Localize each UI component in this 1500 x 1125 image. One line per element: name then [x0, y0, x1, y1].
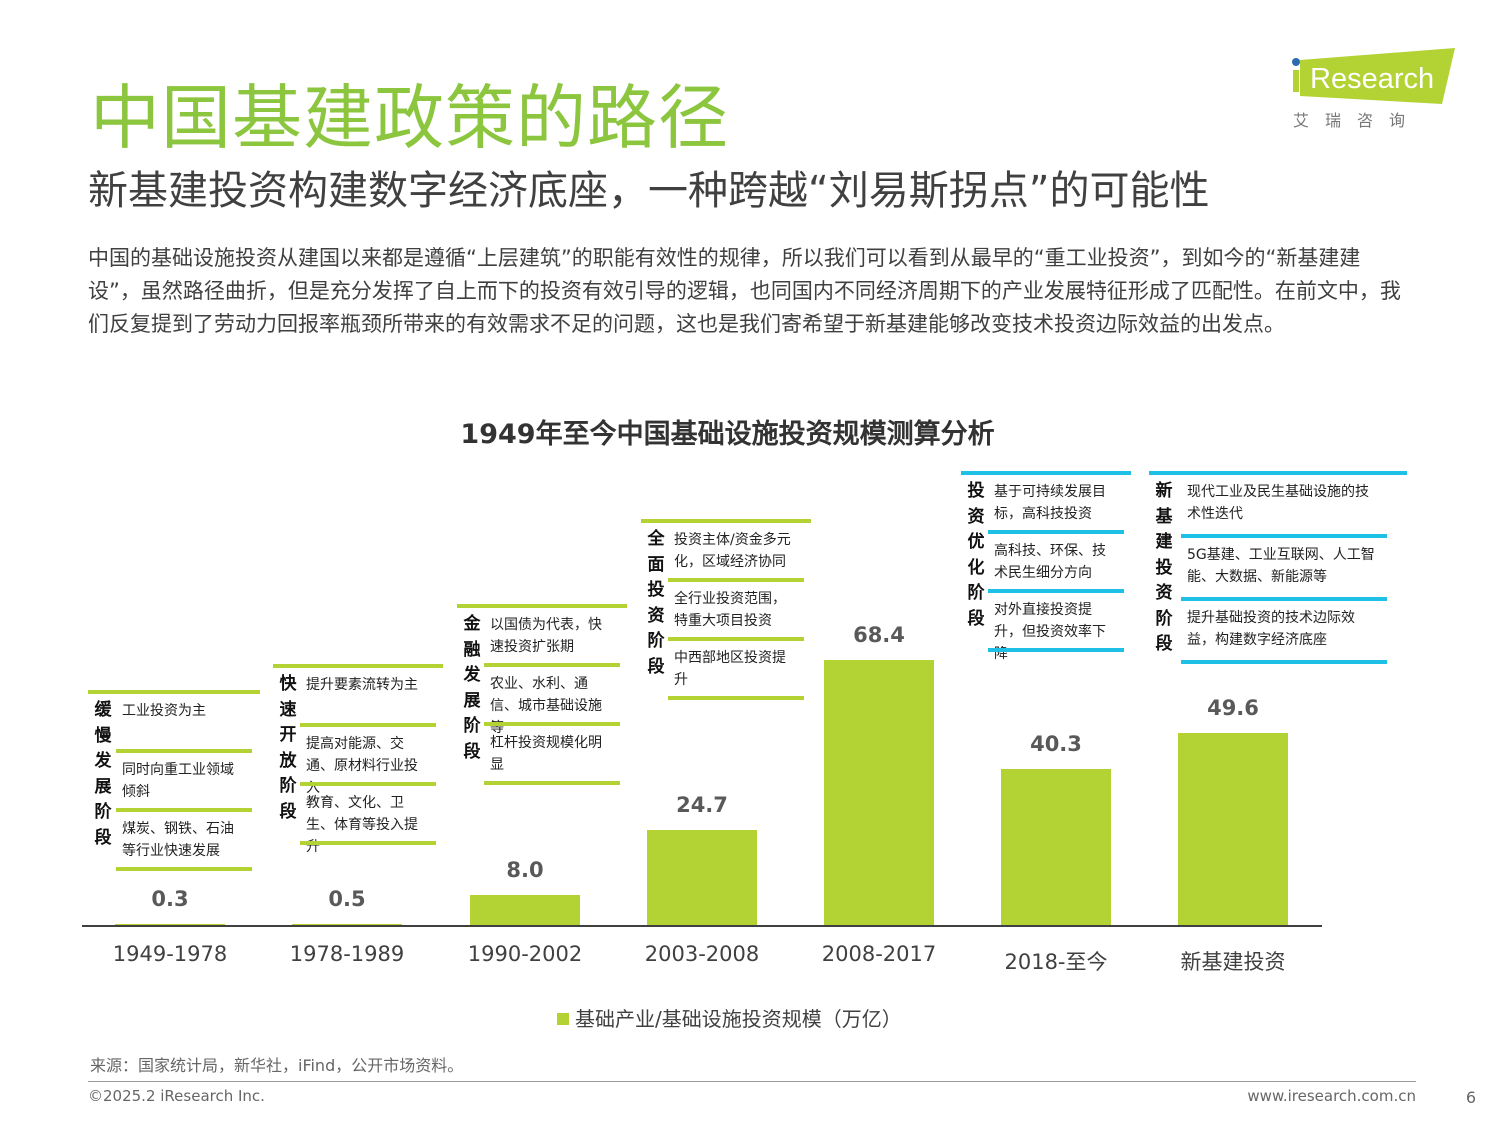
- stage-item: 基于可持续发展目标，高科技投资: [994, 484, 1106, 522]
- stage-divider: [116, 749, 252, 753]
- stage-item: 农业、水利、通信、城市基础设施等: [490, 676, 602, 736]
- stage-name: 投资优化阶段: [967, 481, 985, 629]
- stage-item: 工业投资为主: [122, 703, 206, 719]
- stage-name: 新基建投资阶段: [1155, 481, 1173, 654]
- copyright: ©2025.2 iResearch Inc.: [88, 1087, 265, 1105]
- iresearch-logo: Research 艾 瑞 咨 询: [1290, 48, 1460, 130]
- stage-top-line: [1149, 471, 1407, 475]
- bar: [1178, 733, 1288, 926]
- x-tick-label: 2008-2017: [821, 942, 937, 966]
- stage-item: 提升要素流转为主: [306, 677, 418, 693]
- stage-name: 全面投资阶段: [647, 529, 665, 677]
- legend-swatch: [557, 1013, 569, 1025]
- x-axis-line: [82, 925, 1322, 927]
- chart-title: 1949年至今中国基础设施投资规模测算分析: [460, 419, 995, 450]
- stage-divider: [300, 841, 436, 845]
- stage-top-line: [961, 471, 1131, 475]
- x-tick-label: 2003-2008: [644, 942, 760, 966]
- bar: [824, 660, 934, 926]
- source-note: 来源：国家统计局，新华社，iFind，公开市场资料。: [90, 1056, 464, 1075]
- data-label: 49.6: [1207, 696, 1259, 721]
- svg-text:艾 瑞 咨 询: 艾 瑞 咨 询: [1293, 111, 1405, 128]
- page-subtitle: 新基建投资构建数字经济底座，一种跨越“刘易斯拐点”的可能性: [88, 168, 1210, 214]
- x-tick-label: 2018-至今: [1004, 950, 1108, 974]
- bar: [1001, 769, 1111, 926]
- stage-item: 全行业投资范围，特重大项目投资: [674, 591, 786, 629]
- bar: [647, 829, 757, 926]
- chart-legend: 基础产业/基础设施投资规模（万亿）: [557, 1003, 902, 1032]
- stage-top-line: [457, 604, 627, 608]
- stage-divider: [484, 781, 620, 785]
- stage-item: 投资主体/资金多元化，区域经济协同: [674, 532, 791, 570]
- data-label: 24.7: [676, 792, 728, 817]
- stage-divider: [668, 637, 804, 641]
- stage-item: 提高对能源、交通、原材料行业投入: [306, 736, 418, 796]
- stage-item: 教育、文化、卫生、体育等投入提升: [306, 795, 418, 855]
- stage-item: 现代工业及民生基础设施的技术性迭代: [1187, 484, 1369, 522]
- intro-paragraph: 中国的基础设施投资从建国以来都是遵循“上层建筑”的职能有效性的规律，所以我们可以…: [88, 246, 1401, 336]
- legend-label: 基础产业/基础设施投资规模（万亿）: [575, 1007, 902, 1031]
- x-tick-label: 1978-1989: [289, 942, 405, 966]
- stage-divider: [988, 530, 1124, 534]
- stage-item: 中西部地区投资提升: [674, 650, 786, 688]
- data-label: 40.3: [1030, 732, 1082, 757]
- stage-divider: [668, 696, 804, 700]
- data-label: 8.0: [506, 857, 544, 882]
- stage-divider: [116, 808, 252, 812]
- stage-name: 金融发展阶段: [463, 614, 481, 762]
- stage-item: 高科技、环保、技术民生细分方向: [994, 543, 1106, 581]
- stage-top-line: [88, 690, 260, 694]
- x-tick-label: 新基建投资: [1180, 950, 1286, 974]
- data-label: 0.5: [328, 887, 366, 911]
- data-label: 0.3: [151, 887, 189, 911]
- stage-name: 快速开放阶段: [279, 674, 297, 822]
- svg-text:Research: Research: [1310, 63, 1434, 95]
- stage-item: 同时向重工业领域倾斜: [122, 762, 234, 800]
- stage-divider: [1181, 597, 1387, 601]
- page-title: 中国基建政策的路径: [90, 77, 729, 159]
- stage-divider: [1181, 534, 1387, 538]
- stage-divider: [116, 867, 252, 871]
- bar: [470, 894, 580, 926]
- stage-item: 提升基础投资的技术边际效益，构建数字经济底座: [1187, 610, 1355, 648]
- stage-top-line: [641, 519, 811, 523]
- stage-item: 煤炭、钢铁、石油等行业快速发展: [122, 821, 234, 859]
- stage-divider: [988, 648, 1124, 652]
- stage-top-line: [273, 664, 443, 668]
- stage-divider: [1181, 660, 1387, 664]
- x-tick-label: 1949-1978: [112, 942, 228, 966]
- stage-item: 以国债为代表，快速投资扩张期: [490, 617, 602, 655]
- footer-divider: [88, 1081, 1416, 1082]
- stage-divider: [484, 663, 620, 667]
- stage-item: 5G基建、工业互联网、人工智能、大数据、新能源等: [1187, 547, 1375, 585]
- stage-divider: [300, 782, 436, 786]
- website-link[interactable]: www.iresearch.com.cn: [1247, 1087, 1416, 1105]
- stage-divider: [484, 722, 620, 726]
- stage-divider: [668, 578, 804, 582]
- stage-divider: [300, 723, 436, 727]
- stage-item: 杠杆投资规模化明显: [490, 735, 602, 773]
- stage-item: 对外直接投资提升，但投资效率下降: [994, 602, 1106, 662]
- stage-divider: [988, 589, 1124, 593]
- stage-name: 缓慢发展阶段: [94, 700, 112, 848]
- page-number: 6: [1465, 1088, 1476, 1107]
- x-tick-label: 1990-2002: [467, 942, 583, 966]
- logo-icon: Research 艾 瑞 咨 询: [1292, 48, 1455, 130]
- data-label: 68.4: [853, 623, 905, 647]
